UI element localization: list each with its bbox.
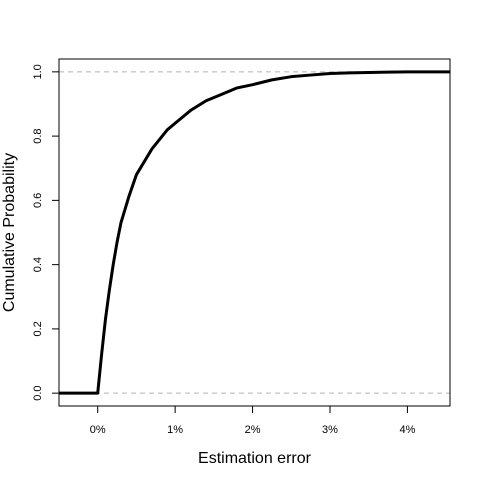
y-tick-label-1: 0.2 xyxy=(32,321,44,336)
x-axis-title: Estimation error xyxy=(198,450,312,467)
ecdf-line-0 xyxy=(59,70,450,395)
x-tick-label-2: 2% xyxy=(245,424,261,436)
y-tick-label-0: 0.0 xyxy=(32,385,44,400)
x-tick-label-4: 4% xyxy=(399,424,415,436)
x-axis: 0% 1% 2% 3% 4% xyxy=(90,406,416,436)
series-layer xyxy=(59,70,450,395)
plot-frame xyxy=(58,58,451,407)
y-tick-label-2: 0.4 xyxy=(32,257,44,272)
y-tick-label-3: 0.6 xyxy=(32,193,44,208)
x-tick-label-3: 3% xyxy=(322,424,338,436)
y-axis: 0.0 0.2 0.4 0.6 0.8 1.0 xyxy=(32,64,59,401)
x-tick-label-1: 1% xyxy=(167,424,183,436)
y-tick-label-5: 1.0 xyxy=(32,64,44,79)
y-axis-title: Cumulative Probability xyxy=(1,153,18,312)
x-tick-label-0: 0% xyxy=(90,424,106,436)
y-tick-label-4: 0.8 xyxy=(32,128,44,143)
